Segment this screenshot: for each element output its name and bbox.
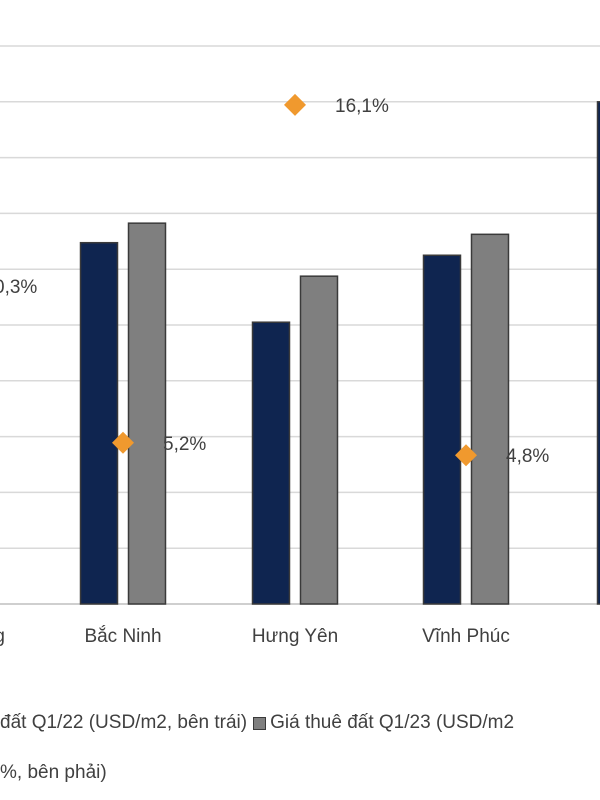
category-label: ng [0,626,5,647]
bar-q1-23 [470,233,510,605]
growth-marker [112,431,134,454]
legend-label-growth: %, bên phải) [0,762,107,783]
bar-q1-22 [422,254,462,605]
growth-marker [455,444,477,467]
legend-swatch-q1-23 [253,716,267,730]
legend-label-q1-22: đất Q1/22 (USD/m2, bên trái) [0,712,248,733]
category-label: Bắc Ninh [84,625,161,647]
legend-row-2: %, bên phải) [0,762,107,784]
bar-q1-22 [251,321,291,605]
category-label: Vĩnh Phúc [422,626,510,647]
growth-label: 0,3% [0,277,37,298]
bar-q1-23 [127,222,167,605]
bar-q1-22 [79,241,119,605]
chart-plot: 5,2% 16,1% 4,8% 0,3% ng Bắc Ninh Hưng Yên Vĩnh … [0,45,600,647]
bar-q1-22 [596,101,600,605]
growth-label: 5,2% [163,434,206,455]
legend-label-q1-23: Giá thuê đất Q1/23 (USD/m2 [270,712,515,733]
bar-q1-23 [299,275,339,605]
growth-label: 4,8% [506,446,549,467]
growth-marker [284,93,306,116]
legend-row-1: đất Q1/22 (USD/m2, bên trái) Giá thuê đấ… [0,712,514,734]
category-label: Hưng Yên [252,626,338,647]
growth-label: 16,1% [335,96,389,117]
